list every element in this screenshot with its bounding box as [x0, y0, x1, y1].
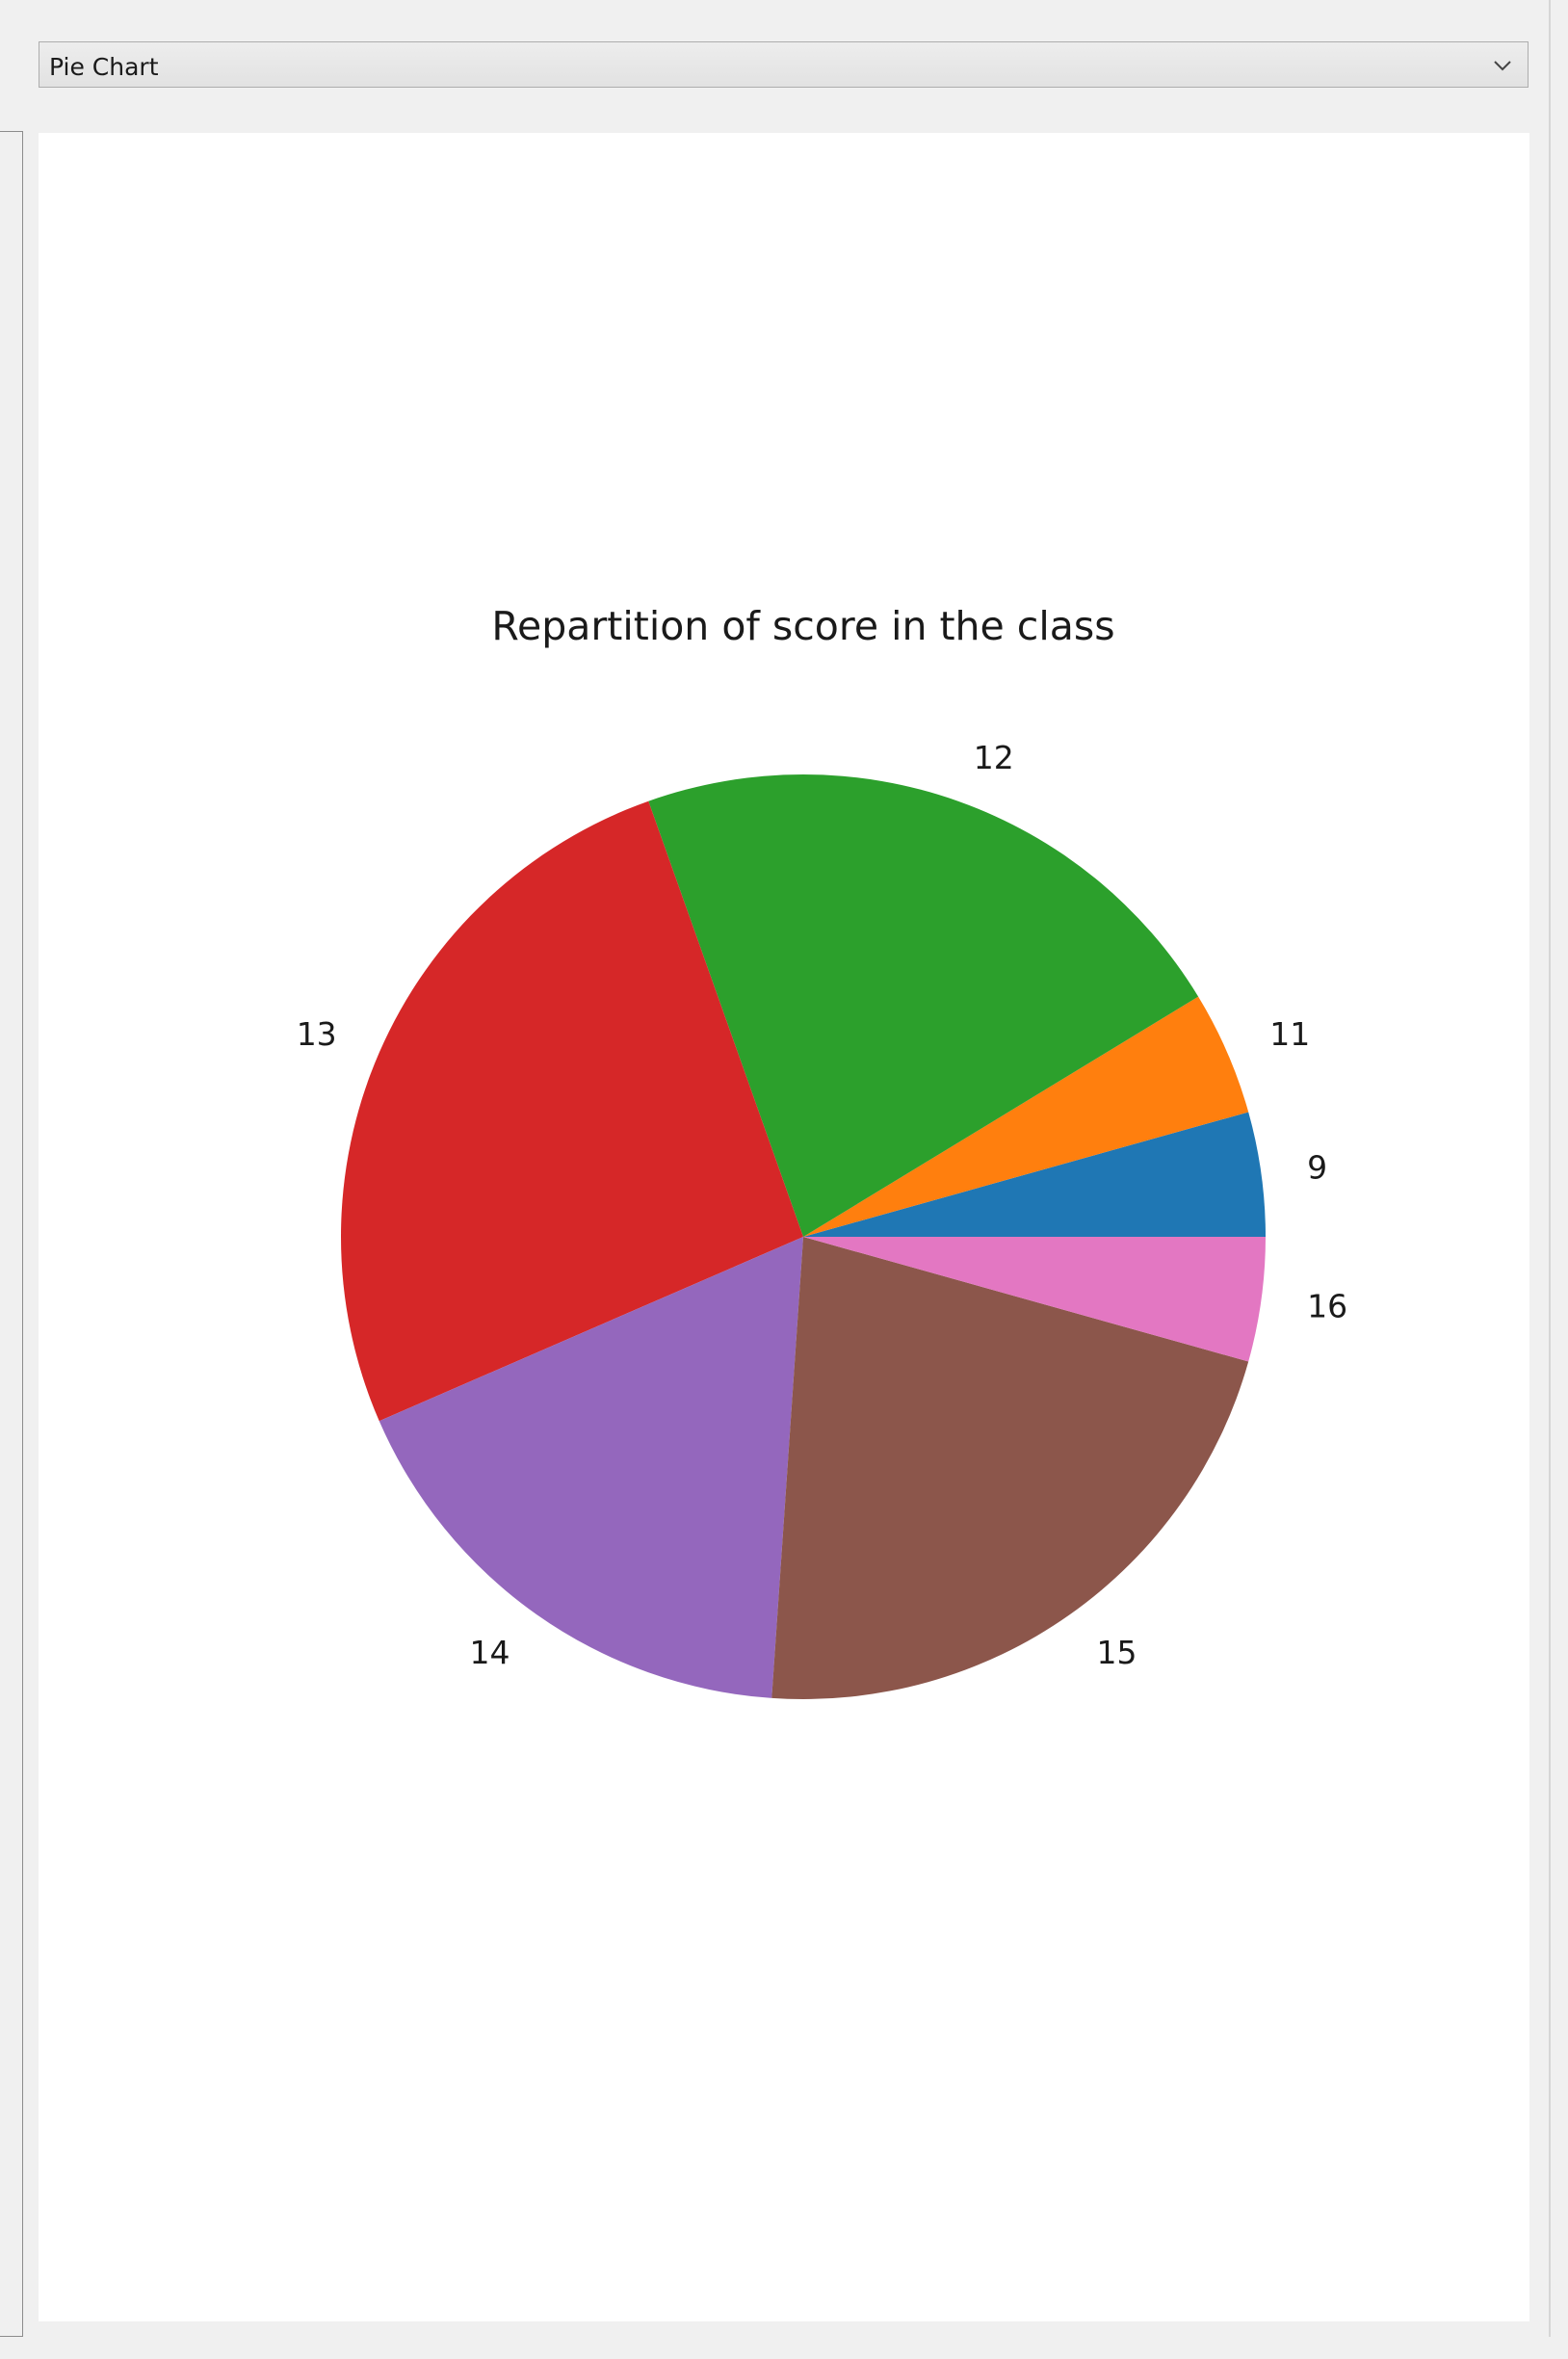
pie-slice-11: [803, 996, 1249, 1237]
pie-slice-13: [341, 800, 803, 1422]
pie-labels: 9 11 12 13 14 15 16: [297, 739, 1347, 1671]
left-panel-edge: [0, 131, 23, 2337]
pie-slice-15: [771, 1237, 1249, 1699]
pie-label-9: 9: [1307, 1149, 1327, 1187]
chart-title: Repartition of score in the class: [491, 603, 1114, 649]
chevron-down-icon: [1494, 61, 1511, 71]
pie-slice-16: [803, 1237, 1266, 1362]
pie-label-13: 13: [297, 1015, 337, 1053]
pie-label-12: 12: [974, 739, 1014, 776]
pie-slices: [341, 773, 1266, 1699]
pie-label-15: 15: [1097, 1634, 1137, 1671]
pie-label-16: 16: [1307, 1287, 1347, 1324]
pie-label-14: 14: [470, 1634, 510, 1671]
pie-slice-12: [648, 773, 1199, 1237]
right-divider: [1549, 0, 1551, 2359]
pie-slice-14: [379, 1237, 803, 1698]
chart-type-selected-value: Pie Chart: [49, 53, 159, 81]
pie-label-11: 11: [1269, 1015, 1310, 1053]
bottom-edge: [0, 2337, 1568, 2359]
pie-slice-9: [803, 1112, 1266, 1237]
chart-type-dropdown[interactable]: Pie Chart: [39, 41, 1529, 88]
